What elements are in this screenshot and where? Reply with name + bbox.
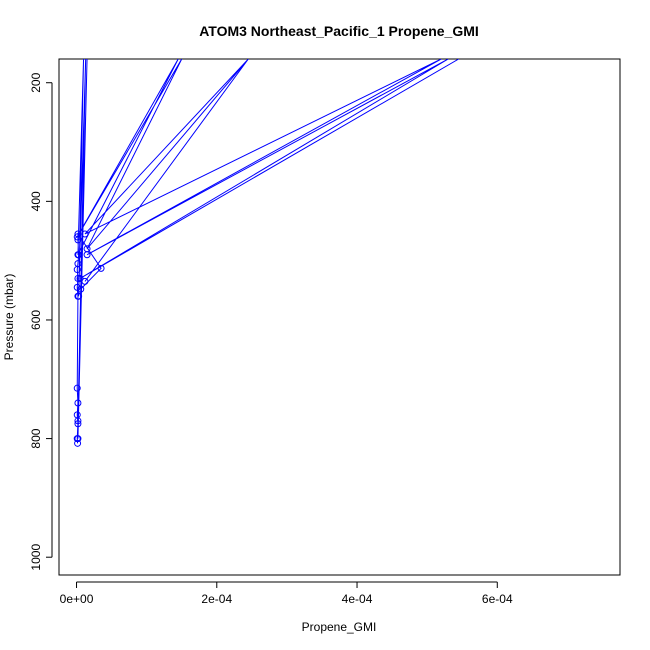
x-axis-label: Propene_GMI — [302, 620, 377, 634]
plot-frame — [58, 58, 621, 576]
data-point — [74, 435, 82, 443]
chart-title: ATOM3 Northeast_Pacific_1 Propene_GMI — [199, 23, 479, 39]
data-point — [74, 420, 82, 428]
x-tick-label: 6e-04 — [482, 592, 513, 606]
y-axis: 200 400 600 800 1000 — [29, 72, 53, 571]
x-axis: 0e+00 2e-04 4e-04 6e-04 — [60, 581, 513, 606]
y-tick-label: 200 — [29, 72, 43, 92]
x-tick-label: 0e+00 — [60, 592, 94, 606]
data-point — [74, 251, 82, 259]
data-point — [81, 277, 89, 285]
data-point — [74, 417, 82, 425]
y-axis-label: Pressure (mbar) — [2, 274, 16, 361]
data-point — [83, 251, 91, 259]
y-tick-label: 400 — [29, 191, 43, 211]
y-tick-label: 1000 — [29, 544, 43, 571]
x-tick-label: 2e-04 — [201, 592, 232, 606]
plot-area — [73, 59, 459, 447]
data-point — [73, 233, 81, 241]
y-tick-label: 800 — [29, 428, 43, 448]
data-point — [81, 230, 89, 238]
data-point — [97, 264, 105, 272]
data-point — [76, 274, 84, 282]
data-point — [74, 399, 82, 407]
data-point — [74, 274, 82, 282]
data-point — [74, 230, 82, 238]
data-point — [77, 285, 85, 293]
data-point — [73, 384, 81, 392]
x-tick-label: 4e-04 — [342, 592, 373, 606]
y-tick-label: 600 — [29, 310, 43, 330]
data-point — [73, 283, 81, 291]
data-point — [75, 292, 83, 300]
series-line — [76, 59, 459, 444]
data-point — [74, 260, 82, 268]
data-point — [74, 439, 82, 447]
